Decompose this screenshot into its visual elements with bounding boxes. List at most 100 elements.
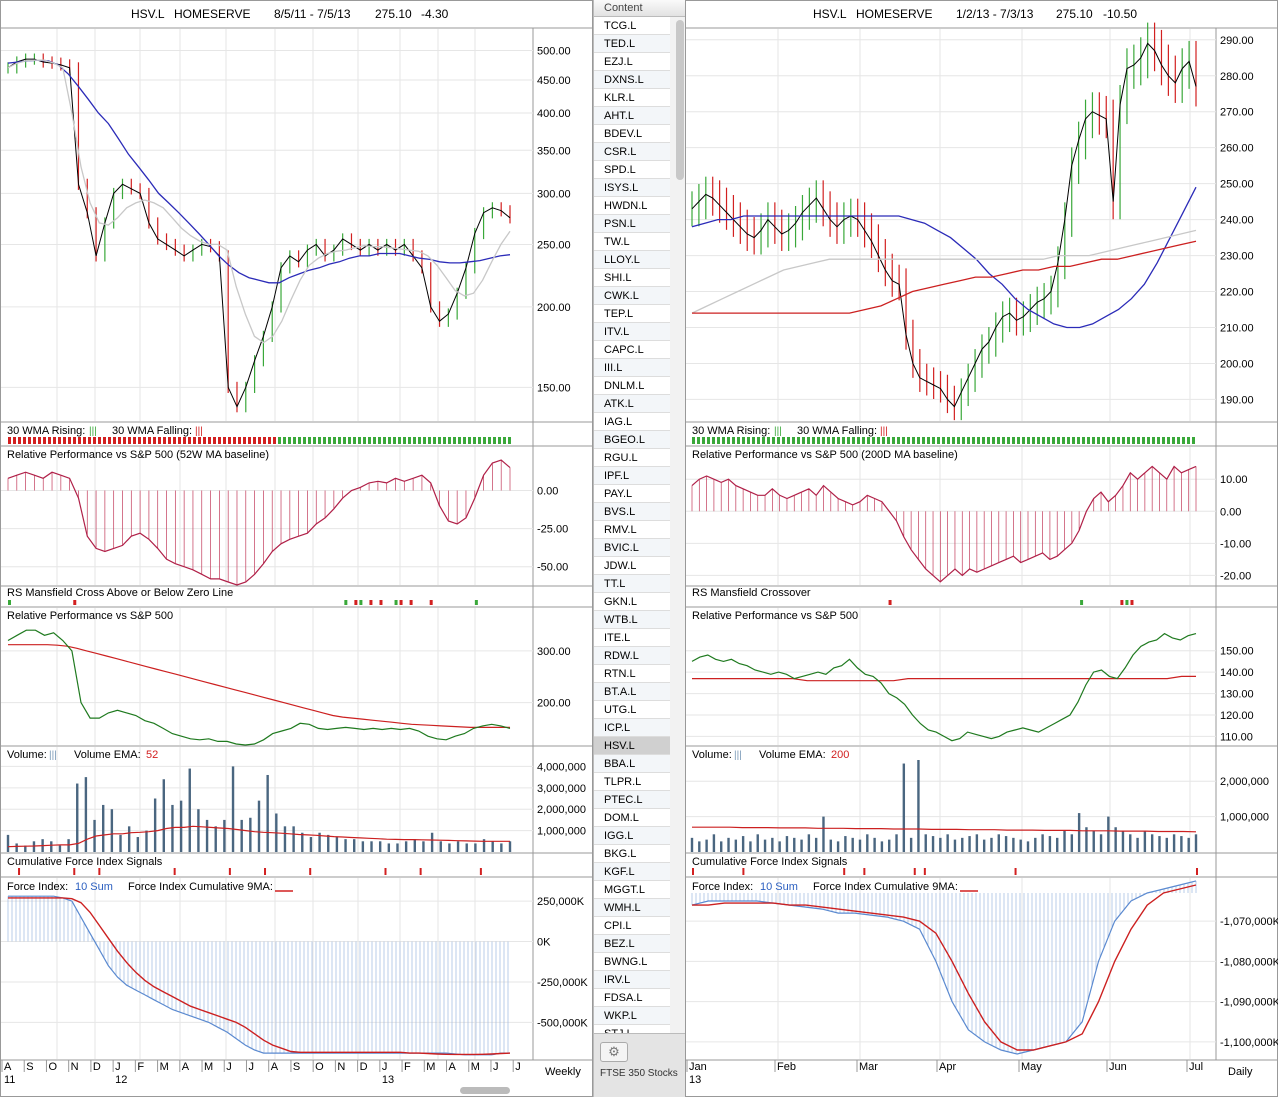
wma-signal-tick: [198, 437, 201, 444]
ticker-list[interactable]: TCG.L TED.L EZJ.L DXNS.L KLR.L AHT.L BDEV.L CSR…: [594, 17, 670, 1043]
ticker-item[interactable]: MGGT.L: [594, 881, 670, 899]
volume-bar: [931, 836, 935, 852]
list-header[interactable]: Content: [594, 0, 686, 17]
ticker-item[interactable]: BGEO.L: [594, 431, 670, 449]
wma-signal-tick: [817, 437, 820, 444]
wma-signal-tick: [78, 437, 81, 444]
ticker-item[interactable]: BEZ.L: [594, 935, 670, 953]
left-chart-pane[interactable]: HSV.L HOMESERVE 8/5/11 - 7/5/13 275.10 -4.30…: [0, 0, 593, 1097]
ticker-item[interactable]: PAY.L: [594, 485, 670, 503]
ticker-item[interactable]: BWNG.L: [594, 953, 670, 971]
ticker-item[interactable]: WTB.L: [594, 611, 670, 629]
volume-bar: [873, 837, 876, 852]
wma-signal-tick: [802, 437, 805, 444]
right-chart-pane[interactable]: HSV.L HOMESERVE 1/2/13 - 7/3/13 275.10 -10.5…: [685, 0, 1278, 1097]
volume-bar: [778, 841, 781, 852]
wma-signal-tick: [702, 437, 705, 444]
wma-signal-tick: [957, 437, 960, 444]
volume-bar: [110, 809, 114, 852]
ticker-item[interactable]: III.L: [594, 359, 670, 377]
wma-signal-tick: [1092, 437, 1095, 444]
ticker-item[interactable]: BVIC.L: [594, 539, 670, 557]
ticker-item[interactable]: WKP.L: [594, 1007, 670, 1025]
ticker-item[interactable]: FDSA.L: [594, 989, 670, 1007]
ticker-item[interactable]: RGU.L: [594, 449, 670, 467]
ticker-item[interactable]: LLOY.L: [594, 251, 670, 269]
ticker-item[interactable]: TEP.L: [594, 305, 670, 323]
list-name[interactable]: FTSE 350 Stocks: [600, 1068, 678, 1079]
wma-signal-tick: [28, 437, 31, 444]
ticker-item[interactable]: AHT.L: [594, 107, 670, 125]
ticker-item[interactable]: RMV.L: [594, 521, 670, 539]
volume-swatch: |||: [734, 750, 742, 761]
ticker-item[interactable]: DXNS.L: [594, 71, 670, 89]
price-series-line: [691, 186, 1197, 329]
volume-bar: [1150, 834, 1154, 852]
ticker-item[interactable]: TCG.L: [594, 17, 670, 35]
volume-bar: [370, 841, 373, 852]
wma-signal-tick: [1042, 437, 1045, 444]
ticker-item[interactable]: TT.L: [594, 575, 670, 593]
wma-signal-tick: [807, 437, 810, 444]
ticker-item[interactable]: TLPR.L: [594, 773, 670, 791]
ticker-item[interactable]: UTG.L: [594, 701, 670, 719]
wma-signal-tick: [398, 437, 401, 444]
ticker-item[interactable]: TW.L: [594, 233, 670, 251]
ticker-item[interactable]: BBA.L: [594, 755, 670, 773]
ticker-item[interactable]: EZJ.L: [594, 53, 670, 71]
ticker-item[interactable]: SHI.L: [594, 269, 670, 287]
volume-ema-value: 200: [831, 749, 849, 761]
ticker-item[interactable]: WMH.L: [594, 899, 670, 917]
ticker-item[interactable]: CWK.L: [594, 287, 670, 305]
ticker-item[interactable]: RDW.L: [594, 647, 670, 665]
ticker-item[interactable]: HWDN.L: [594, 197, 670, 215]
volume-bar: [1107, 816, 1110, 852]
date-tick-label: O: [315, 1061, 324, 1073]
left-chart-svg[interactable]: HSV.L HOMESERVE 8/5/11 - 7/5/13 275.10 -4.30…: [0, 0, 593, 1097]
volume-bar: [318, 832, 321, 852]
ticker-item[interactable]: CPI.L: [594, 917, 670, 935]
ticker-item[interactable]: DOM.L: [594, 809, 670, 827]
price-tick-label: 220.00: [1220, 287, 1254, 299]
wma-signal-tick: [922, 437, 925, 444]
volume-bar: [1041, 834, 1044, 852]
ticker-item[interactable]: BKG.L: [594, 845, 670, 863]
ticker-item[interactable]: HSV.L: [594, 737, 670, 755]
ticker-item[interactable]: BDEV.L: [594, 125, 670, 143]
wma-signal-tick: [88, 437, 91, 444]
ticker-item[interactable]: TED.L: [594, 35, 670, 53]
ticker-item[interactable]: CSR.L: [594, 143, 670, 161]
ticker-item[interactable]: DNLM.L: [594, 377, 670, 395]
ticker-item[interactable]: IGG.L: [594, 827, 670, 845]
force-tick-label: -1,070,000K: [1220, 916, 1278, 928]
right-chart-svg[interactable]: HSV.L HOMESERVE 1/2/13 - 7/3/13 275.10 -10.5…: [685, 0, 1278, 1097]
wma-signal-tick: [228, 437, 231, 444]
ticker-item[interactable]: KGF.L: [594, 863, 670, 881]
ticker-item[interactable]: IPF.L: [594, 467, 670, 485]
ticker-item[interactable]: PSN.L: [594, 215, 670, 233]
ticker-item[interactable]: GKN.L: [594, 593, 670, 611]
wma-signal-tick: [992, 437, 995, 444]
ticker-item[interactable]: ITV.L: [594, 323, 670, 341]
ticker-item[interactable]: RTN.L: [594, 665, 670, 683]
list-scrollbar[interactable]: [676, 20, 684, 180]
ticker-item[interactable]: JDW.L: [594, 557, 670, 575]
ticker-item[interactable]: BVS.L: [594, 503, 670, 521]
ticker-item[interactable]: CAPC.L: [594, 341, 670, 359]
date-scrollbar[interactable]: [460, 1087, 510, 1094]
wma-signal-tick: [1137, 437, 1140, 444]
ticker-item[interactable]: KLR.L: [594, 89, 670, 107]
ticker-item[interactable]: ATK.L: [594, 395, 670, 413]
ticker-item[interactable]: IRV.L: [594, 971, 670, 989]
ticker-item[interactable]: SPD.L: [594, 161, 670, 179]
ticker-item[interactable]: PTEC.L: [594, 791, 670, 809]
volume-bar: [822, 816, 825, 852]
wma-signal-tick: [897, 437, 900, 444]
ticker-item[interactable]: ISYS.L: [594, 179, 670, 197]
ticker-item[interactable]: ITE.L: [594, 629, 670, 647]
gear-icon[interactable]: ⚙: [600, 1042, 628, 1062]
ticker-item[interactable]: ICP.L: [594, 719, 670, 737]
ticker-item[interactable]: BT.A.L: [594, 683, 670, 701]
wma-signal-tick: [692, 437, 695, 444]
ticker-item[interactable]: IAG.L: [594, 413, 670, 431]
